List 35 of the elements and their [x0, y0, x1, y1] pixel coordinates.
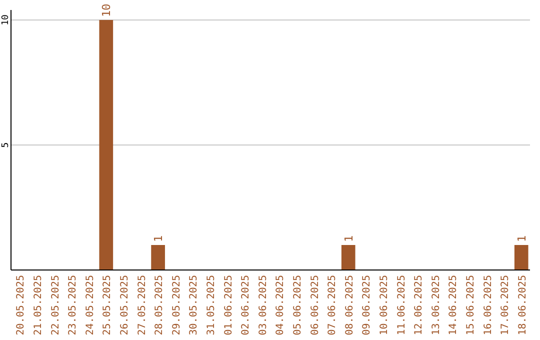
- x-tick-label: 26.05.2025: [119, 275, 130, 336]
- x-tick-label: 05.06.2025: [292, 275, 304, 336]
- x-tick-label: 14.06.2025: [448, 275, 460, 336]
- x-tick-label: 25.05.2025: [102, 275, 114, 336]
- x-tick-label: 15.06.2025: [465, 275, 476, 336]
- data-label: 10: [100, 4, 114, 17]
- x-tick-label: 21.05.2025: [32, 275, 44, 336]
- x-tick-label: 07.06.2025: [327, 275, 338, 336]
- x-tick-label: 06.06.2025: [310, 275, 321, 336]
- x-tick-label: 31.05.2025: [206, 275, 217, 336]
- x-tick-label: 02.06.2025: [240, 275, 252, 336]
- x-tick-label: 29.05.2025: [171, 275, 182, 336]
- x-tick-label: 13.06.2025: [430, 275, 442, 336]
- x-tick-label: 12.06.2025: [414, 275, 425, 336]
- data-label: 1: [152, 235, 166, 242]
- x-tick-label: 23.05.2025: [68, 275, 79, 336]
- x-tick-label: 30.05.2025: [188, 275, 200, 336]
- x-tick-label: 24.05.2025: [84, 275, 96, 336]
- x-tick-label: 03.06.2025: [258, 275, 269, 336]
- x-tick-label: 28.05.2025: [154, 275, 166, 336]
- x-tick-label: 04.06.2025: [275, 275, 286, 336]
- x-tick-label: 22.05.2025: [50, 275, 62, 336]
- x-tick-label: 20.05.2025: [16, 275, 27, 336]
- x-tick-label: 18.06.2025: [517, 275, 528, 336]
- data-label: 1: [342, 235, 356, 242]
- x-tick-label: 27.05.2025: [136, 275, 148, 336]
- x-tick-label: 11.06.2025: [396, 275, 408, 336]
- x-tick-label: 16.06.2025: [482, 275, 494, 336]
- x-tick-label: 08.06.2025: [344, 275, 356, 336]
- y-tick-label: 5: [1, 142, 11, 148]
- x-tick-label: 17.06.2025: [500, 275, 512, 336]
- x-tick-label: 01.06.2025: [223, 275, 234, 336]
- x-tick-label: 10.06.2025: [378, 275, 390, 336]
- x-tick-label: 09.06.2025: [362, 275, 373, 336]
- data-label: 1: [515, 235, 528, 242]
